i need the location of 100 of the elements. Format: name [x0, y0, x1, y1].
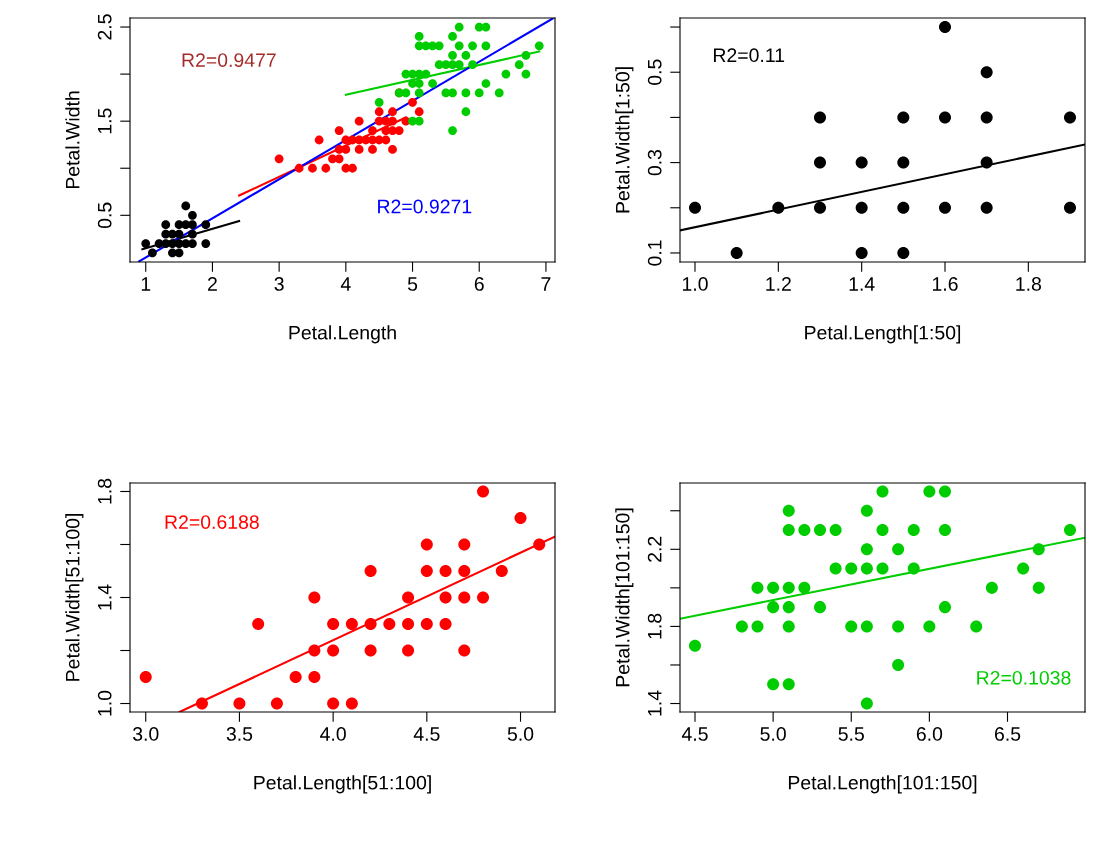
point	[845, 620, 858, 633]
point	[938, 111, 952, 124]
point	[876, 524, 889, 537]
point	[201, 220, 211, 230]
point	[381, 135, 391, 145]
x-tick-label: 4.5	[413, 727, 440, 741]
point	[514, 511, 527, 524]
point	[860, 562, 873, 575]
point	[533, 538, 546, 551]
point	[845, 562, 858, 575]
point	[860, 620, 873, 633]
x-tick-label: 4.5	[681, 727, 708, 741]
point	[448, 32, 457, 41]
point	[308, 163, 317, 173]
point	[813, 111, 827, 124]
point	[923, 620, 936, 633]
point	[782, 601, 795, 614]
point	[938, 601, 952, 614]
x-tick-label: 5.0	[507, 727, 534, 741]
point	[188, 239, 197, 248]
point	[364, 564, 377, 578]
y-tick-label: 1.8	[97, 478, 112, 504]
point	[855, 156, 868, 169]
annotation: R2=0.6188	[165, 515, 259, 529]
point	[294, 163, 304, 173]
point	[308, 671, 321, 684]
point	[439, 564, 452, 578]
point	[892, 620, 905, 633]
x-tick-label: 5	[407, 277, 418, 291]
point	[408, 97, 417, 107]
point	[938, 524, 952, 537]
point	[414, 88, 424, 98]
point	[1063, 201, 1077, 214]
y-tick-label: 1.5	[98, 108, 112, 134]
point	[813, 601, 827, 614]
point	[327, 617, 340, 631]
point	[1032, 543, 1045, 556]
point	[408, 79, 417, 88]
point	[168, 248, 177, 258]
point	[829, 562, 842, 575]
point	[923, 485, 936, 498]
point	[751, 620, 764, 633]
point	[688, 201, 702, 214]
point	[1063, 111, 1077, 124]
point	[327, 644, 340, 657]
point	[782, 504, 795, 517]
point	[860, 697, 873, 710]
point	[938, 21, 952, 34]
annotation: R2=0.1038	[977, 670, 1071, 685]
point	[314, 135, 324, 145]
point	[501, 69, 511, 79]
point	[364, 644, 377, 657]
y-axis-title: Petal.Width[101:150]	[615, 508, 634, 687]
point	[289, 671, 302, 684]
point	[308, 644, 321, 657]
y-axis-title: Petal.Width	[65, 91, 80, 189]
point	[270, 697, 283, 710]
point	[980, 111, 993, 124]
point	[368, 126, 377, 135]
point	[798, 524, 811, 537]
x-tick-label: 1.2	[766, 277, 791, 291]
point	[374, 97, 384, 107]
point	[414, 116, 424, 126]
point	[414, 32, 424, 41]
point	[735, 620, 748, 633]
point	[782, 620, 795, 633]
x-tick-label: 1.8	[1016, 277, 1041, 291]
point	[188, 229, 197, 239]
point	[345, 697, 358, 710]
point	[980, 201, 993, 214]
point	[233, 697, 246, 710]
point	[434, 60, 444, 70]
point	[439, 617, 452, 631]
point	[767, 581, 780, 594]
point	[454, 22, 464, 32]
point	[907, 524, 920, 537]
point	[374, 107, 384, 117]
point	[751, 581, 764, 594]
point	[201, 239, 211, 248]
point	[481, 79, 491, 88]
point	[876, 485, 889, 498]
point	[368, 135, 377, 145]
point	[441, 88, 451, 98]
point	[985, 581, 998, 594]
point	[897, 156, 910, 169]
point	[345, 617, 358, 631]
point	[495, 564, 508, 578]
point	[855, 201, 868, 214]
point	[461, 88, 471, 98]
y-tick-label: 0.5	[647, 59, 662, 85]
point	[421, 69, 431, 79]
point	[688, 639, 702, 652]
point	[364, 617, 377, 631]
point	[321, 163, 331, 173]
point	[730, 246, 743, 259]
point	[813, 201, 827, 214]
y-tick-label: 0.1	[647, 240, 662, 266]
point	[174, 229, 184, 239]
point	[907, 562, 920, 575]
point	[767, 678, 780, 691]
